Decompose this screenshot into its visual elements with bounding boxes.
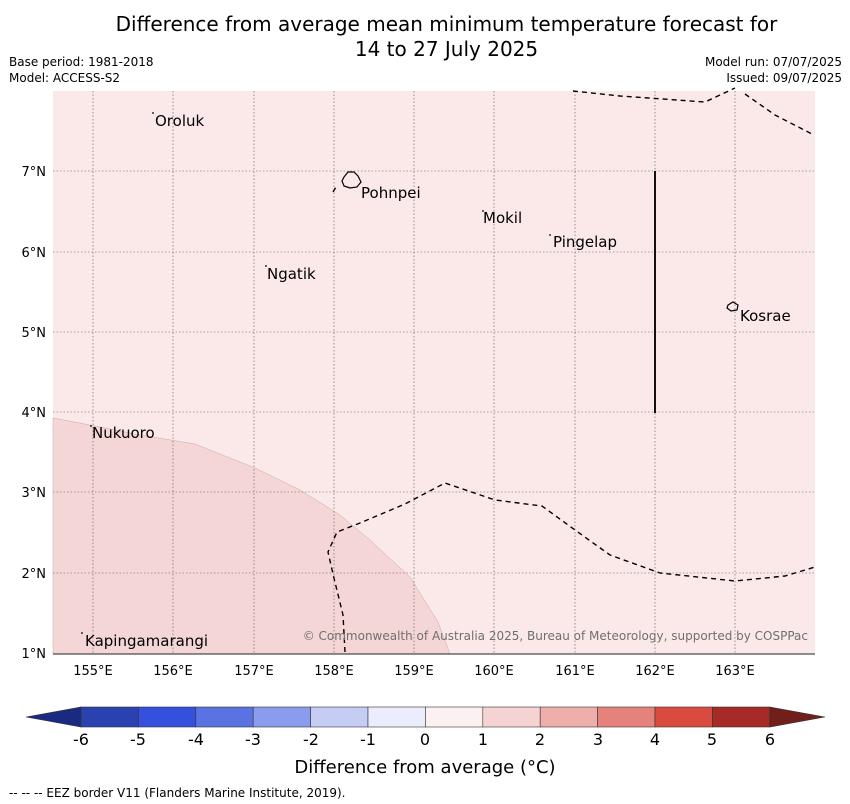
colorbar-bin-8 — [482, 706, 541, 728]
eez-footnote: -- -- -- EEZ border V11 (Flanders Marine… — [9, 786, 346, 800]
colorbar-over-arrow — [769, 706, 826, 728]
label-pohnpei: Pohnpei — [361, 184, 421, 202]
lon-tick-158: 158°E — [314, 664, 354, 679]
label-ngatik: Ngatik — [267, 265, 316, 283]
pingelap-atoll — [549, 234, 551, 236]
meta-right: Model run: 07/07/2025 Issued: 09/07/2025 — [705, 54, 842, 86]
lat-tick-6: 6°N — [22, 246, 47, 261]
lat-tick-2: 2°N — [22, 567, 47, 582]
colorbar — [25, 706, 826, 728]
colorbar-tick-5: 5 — [706, 730, 718, 749]
colorbar-bin-11 — [654, 706, 713, 728]
label-kosrae: Kosrae — [740, 307, 791, 325]
colorbar-tick-minus2: -2 — [303, 730, 319, 749]
title-line-1: Difference from average mean minimum tem… — [115, 12, 778, 36]
lon-tick-156: 156°E — [153, 664, 193, 679]
label-kapingamarangi: Kapingamarangi — [85, 632, 208, 650]
lon-tick-155: 155°E — [73, 664, 113, 679]
label-pingelap: Pingelap — [553, 233, 617, 251]
eez-border-pohnpei — [332, 186, 337, 193]
model-name: Model: ACCESS-S2 — [9, 71, 121, 85]
lon-tick-163: 163°E — [715, 664, 755, 679]
colorbar-tick-2: 2 — [534, 730, 546, 749]
lon-tick-160: 160°E — [474, 664, 514, 679]
model-run: Model run: 07/07/2025 — [704, 55, 842, 69]
lat-tick-3: 3°N — [22, 486, 47, 501]
kosrae-coastline — [726, 301, 739, 312]
copyright-notice: © Commonwealth of Australia 2025, Bureau… — [303, 629, 808, 643]
label-oroluk: Oroluk — [155, 112, 204, 130]
title-line-2: 14 to 27 July 2025 — [354, 37, 539, 61]
colorbar-tick-0: 0 — [419, 730, 431, 749]
meta-left: Base period: 1981-2018 Model: ACCESS-S2 — [9, 54, 154, 86]
colorbar-bin-9 — [539, 706, 598, 728]
eez-border-north — [572, 87, 813, 135]
colorbar-bin-7 — [425, 706, 484, 728]
atoll-dots — [81, 112, 551, 634]
lat-tick-5: 5°N — [22, 326, 47, 341]
nukuoro-atoll — [90, 425, 92, 427]
colorbar-bin-3 — [195, 706, 254, 728]
kapingamarangi-atoll — [81, 632, 83, 634]
base-period: Base period: 1981-2018 — [9, 55, 154, 69]
eez-borders — [327, 87, 816, 653]
issued-date: Issued: 09/07/2025 — [726, 71, 842, 85]
colorbar-bin-5 — [310, 706, 369, 728]
ngatik-atoll — [265, 265, 267, 267]
colorbar-label: Difference from average (°C) — [294, 757, 556, 778]
colorbar-bin-6 — [367, 706, 426, 728]
colorbar-bin-10 — [597, 706, 656, 728]
colorbar-tick-3: 3 — [592, 730, 604, 749]
lat-axis: 7°N 6°N 5°N 4°N 3°N 2°N 1°N — [22, 165, 47, 662]
colorbar-tick-4: 4 — [649, 730, 661, 749]
colorbar-tick-6: 6 — [764, 730, 776, 749]
colorbar-tick-1: 1 — [477, 730, 489, 749]
colorbar-bin-1 — [80, 706, 139, 728]
mokil-atoll — [482, 210, 484, 212]
lon-axis: 155°E 156°E 157°E 158°E 159°E 160°E 161°… — [73, 664, 755, 679]
colorbar-tick-minus4: -4 — [188, 730, 204, 749]
colorbar-tick-minus1: -1 — [360, 730, 376, 749]
colorbar-tick-minus6: -6 — [73, 730, 89, 749]
label-nukuoro: Nukuoro — [92, 424, 155, 442]
lat-tick-1: 1°N — [22, 647, 47, 662]
lon-tick-162: 162°E — [635, 664, 675, 679]
lat-tick-4: 4°N — [22, 406, 47, 421]
eez-border-south — [327, 482, 816, 653]
map-title: Difference from average mean minimum tem… — [0, 12, 850, 62]
lon-tick-159: 159°E — [394, 664, 434, 679]
colorbar-bin-2 — [138, 706, 197, 728]
colorbar-under-arrow — [25, 706, 82, 728]
lon-tick-161: 161°E — [555, 664, 595, 679]
colorbar-bin-12 — [712, 706, 771, 728]
colorbar-tick-minus5: -5 — [130, 730, 146, 749]
colorbar-tick-minus3: -3 — [245, 730, 261, 749]
lon-tick-157: 157°E — [234, 664, 274, 679]
colorbar-bin-4 — [252, 706, 311, 728]
lat-tick-7: 7°N — [22, 165, 47, 180]
oroluk-atoll — [152, 112, 154, 114]
label-mokil: Mokil — [483, 209, 522, 227]
pohnpei-coastline — [341, 171, 362, 189]
